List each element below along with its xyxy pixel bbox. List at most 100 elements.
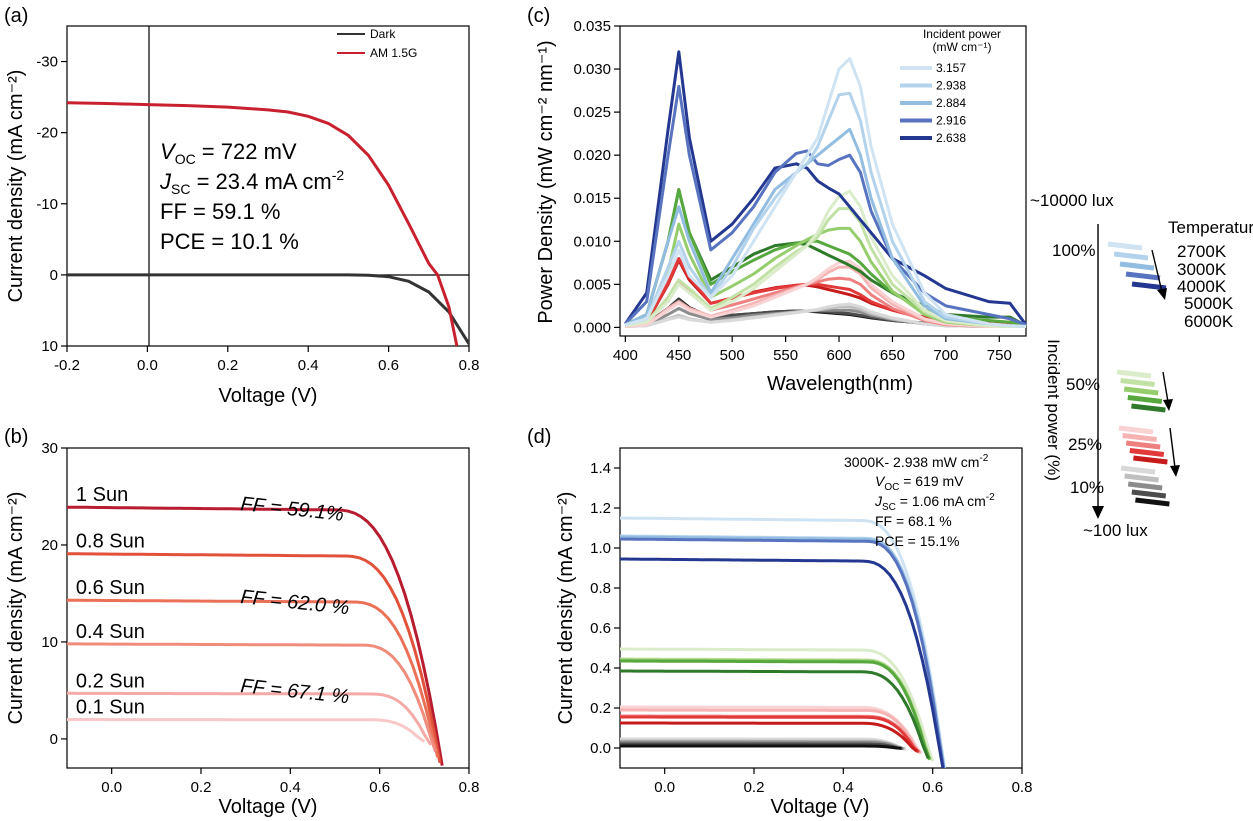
x-tick-label: 700 — [933, 347, 958, 364]
x-tick-label: -0.2 — [54, 357, 80, 374]
legend-value: 2.884 — [936, 96, 966, 110]
panel-a-annotations: VOC = 722 mV JSC = 23.4 mA cm-2 FF = 59.… — [159, 139, 344, 254]
y-tick-label: 0.010 — [573, 233, 611, 250]
x-tick-label: 450 — [666, 347, 691, 364]
x-tick-label: 0.4 — [280, 779, 301, 796]
series-line-sun-0 — [67, 505, 444, 766]
legend-title-line1: Incident power — [923, 27, 1001, 41]
spectrum-line — [624, 84, 1027, 327]
panel-d-ticks: 0.0 0.2 0.4 0.6 0.8 0.0 0.2 0.4 0.6 0.8 1.0 1.2 1.4 — [590, 460, 1032, 796]
side-legend-swatch — [1125, 271, 1161, 281]
x-tick-label: 0.0 — [654, 779, 675, 796]
panel-a-ylabel: Current density (mA cm⁻²) — [5, 70, 27, 303]
legend-value: 2.916 — [936, 114, 966, 128]
panel-c-legend: Incident power (mW cm⁻¹) 3.157 2.938 2.884… — [900, 27, 1001, 145]
y-tick-label: 0.020 — [573, 147, 611, 164]
jv-line — [620, 557, 945, 768]
jv-line — [620, 740, 904, 751]
x-tick-label: 0.2 — [744, 779, 765, 796]
arrow-down-icon — [1163, 399, 1173, 411]
panel-d-label: (d) — [527, 426, 551, 448]
arrow-line — [1151, 249, 1163, 293]
side-legend-temp-2700: 2700K — [1177, 242, 1227, 261]
series-line-sun-2 — [66, 598, 440, 758]
panel-c-ticks: 400 450 500 550 600 650 700 750 0.000 0.005 0.010 0… — [573, 18, 1011, 364]
side-legend-arrows — [1151, 249, 1180, 477]
y-tick-label: 0.0 — [590, 740, 611, 757]
y-tick-label: 0 — [50, 731, 58, 748]
jv-line — [620, 647, 935, 762]
side-legend-swatches — [1107, 241, 1170, 507]
side-legend-temp-6000: 6000K — [1184, 312, 1234, 331]
side-legend-swatch — [1135, 497, 1170, 507]
arrow-down-icon — [1157, 288, 1167, 300]
y-tick-label: 20 — [41, 537, 58, 554]
y-tick-label: 0.035 — [573, 18, 611, 35]
panel-a-series — [67, 101, 469, 346]
panel-d: (d) 0.0 0.2 0.4 0.6 0.8 0.0 0.2 0.4 0.6 0.8 1.0 1.2… — [527, 426, 1032, 818]
panel-d-annotations: 3000K- 2.938 mW cm-2 VOC = 619 mV JSC = … — [844, 453, 995, 549]
x-tick-label: 0.4 — [298, 357, 319, 374]
panel-c-label: (c) — [527, 5, 550, 27]
panel-a-xlabel: Voltage (V) — [219, 385, 318, 407]
x-tick-label: 0.2 — [191, 779, 212, 796]
legend-label-dark: Dark — [370, 27, 396, 41]
side-legend-swatch — [1127, 481, 1163, 491]
x-tick-label: 0.0 — [137, 357, 158, 374]
annotation-ff-02sun: FF = 67.1 % — [239, 675, 350, 708]
panel-c-frame — [619, 25, 1027, 337]
side-legend-swatch — [1120, 465, 1156, 475]
arrow-line — [1162, 371, 1169, 403]
series-label-sun-4: 0.2 Sun — [76, 670, 145, 692]
panel-b-ticks: 0.0 0.2 0.4 0.6 0.8 0 10 20 30 — [41, 440, 479, 796]
side-legend-temp-5000: 5000K — [1184, 294, 1234, 313]
y-tick-label: 1.2 — [590, 500, 611, 517]
side-legend-power-axis: Incident power (%) — [1044, 339, 1063, 481]
y-tick-label: 0.8 — [590, 580, 611, 597]
panel-a-legend: Dark AM 1.5G — [337, 27, 417, 60]
jv-line — [620, 659, 931, 761]
side-legend-swatch — [1107, 241, 1143, 251]
x-tick-label: 750 — [987, 347, 1012, 364]
legend-value: 2.938 — [936, 79, 966, 93]
jv-line — [620, 737, 907, 751]
spectrum-line — [624, 57, 1027, 328]
y-tick-label: 10 — [41, 634, 58, 651]
jv-line — [620, 537, 945, 768]
side-legend-swatch — [1127, 395, 1163, 404]
x-tick-label: 500 — [720, 347, 745, 364]
jv-line — [620, 715, 920, 754]
panel-b-series — [66, 505, 444, 766]
side-legend-swatch — [1133, 455, 1168, 465]
jv-line — [620, 516, 947, 768]
y-tick-label: 1.4 — [590, 460, 611, 477]
jv-line — [620, 705, 923, 755]
annotation-ff: FF = 59.1 % — [160, 199, 280, 224]
side-legend-temperature-title: Temperature — [1168, 218, 1253, 237]
annotation-jsc: JSC = 23.4 mA cm-2 — [159, 167, 344, 197]
side-legend-swatch — [1131, 403, 1166, 413]
side-legend-swatch — [1129, 448, 1165, 457]
side-legend-arrowhead-icon — [1092, 506, 1104, 519]
jv-line — [620, 708, 922, 755]
x-tick-label: 0.0 — [101, 779, 122, 796]
legend-value: 3.157 — [936, 61, 966, 75]
legend-value: 2.638 — [936, 131, 966, 145]
y-tick-label: 0.4 — [590, 660, 611, 677]
side-legend-level-100: 100% — [1052, 241, 1095, 260]
panel-d-series — [620, 516, 947, 768]
annotation-ff-06sun: FF = 62.0 % — [239, 586, 350, 619]
side-legend-bottom: ~100 lux — [1083, 521, 1148, 540]
series-label-sun-1: 0.8 Sun — [76, 531, 145, 553]
panel-c: (c) 400 450 500 550 600 650 700 750 0.000 0.005 0.… — [527, 5, 1028, 395]
panel-c-xlabel: Wavelength(nm) — [767, 373, 913, 395]
series-label-sun-3: 0.4 Sun — [76, 621, 145, 643]
side-legend-swatch — [1125, 440, 1161, 450]
spectrum-line — [625, 302, 1026, 328]
x-tick-label: 600 — [827, 347, 852, 364]
y-tick-label: 0.005 — [573, 276, 611, 293]
series-label-sun-0: 1 Sun — [76, 484, 128, 506]
x-tick-label: 0.6 — [369, 779, 390, 796]
panel-c-legend-items: 3.157 2.938 2.884 2.916 2.638 — [900, 61, 966, 145]
side-legend: ~10000 lux ~100 lux Temperature 2700K 30… — [1030, 191, 1253, 540]
